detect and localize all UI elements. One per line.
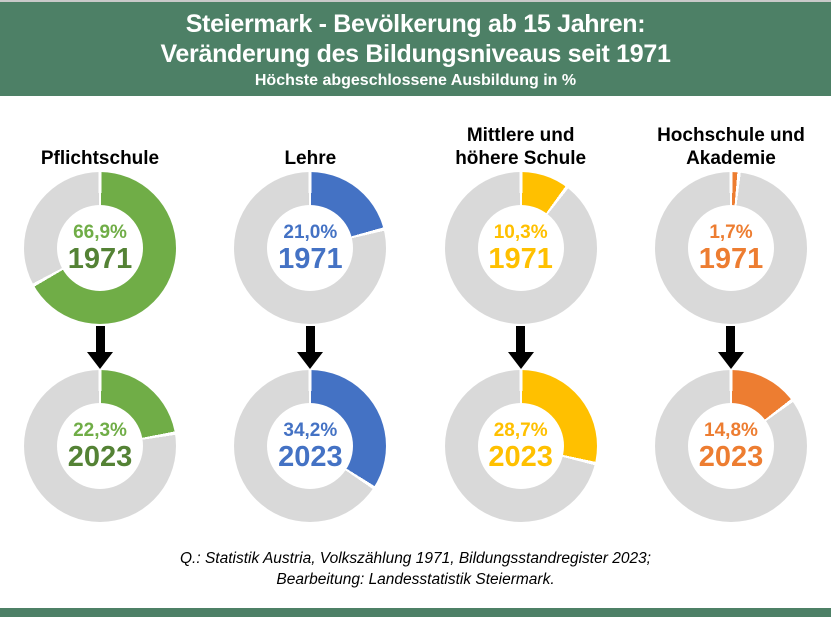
source-note: Q.: Statistik Austria, Volkszählung 1971…: [0, 548, 831, 590]
year-label-2023: 2023: [278, 440, 343, 473]
category-title-line1: Pflichtschule: [40, 148, 160, 169]
chart-column: Pflichtschule 66,9% 1971 22,3% 2023: [2, 120, 198, 522]
percent-label-2023: 14,8%: [704, 419, 758, 441]
donut-chart-1971: 66,9% 1971: [24, 172, 176, 324]
donut-hole: 10,3% 1971: [477, 205, 564, 291]
percent-label-2023: 34,2%: [283, 419, 338, 441]
donut-chart-2023: 34,2% 2023: [234, 370, 387, 522]
source-line1: Q.: Statistik Austria, Volkszählung 1971…: [179, 550, 651, 567]
category-title-line2: höhere Schule: [455, 148, 587, 169]
donut-hole: 1,7% 1971: [687, 205, 774, 291]
year-label-1971: 1971: [488, 242, 553, 275]
chart-title-line1: Steiermark - Bevölkerung ab 15 Jahren:: [185, 10, 646, 38]
donut-hole: 28,7% 2023: [477, 403, 564, 489]
percent-label-1971: 1,7%: [709, 221, 753, 243]
source-line2: Bearbeitung: Landesstatistik Steiermark.: [276, 571, 555, 588]
donut-chart-1971: 21,0% 1971: [234, 172, 387, 324]
category-title: Lehre: [284, 120, 336, 170]
percent-label-2023: 22,3%: [73, 419, 127, 441]
arrow-down-icon: [87, 324, 113, 370]
donut-chart-2023: 28,7% 2023: [444, 370, 597, 522]
donut-chart-2023: 14,8% 2023: [654, 370, 807, 522]
year-label-1971: 1971: [698, 242, 764, 275]
year-label-2023: 2023: [67, 440, 133, 473]
arrow-down-icon: [297, 324, 324, 370]
category-title: Hochschule und Akademie: [657, 120, 805, 170]
donut-chart-1971: 1,7% 1971: [654, 172, 807, 324]
category-title-line1: Lehre: [284, 148, 337, 169]
arrow-down-icon: [717, 324, 744, 370]
arrow-down-icon: [507, 324, 534, 370]
percent-label-1971: 21,0%: [283, 221, 338, 243]
donut-chart-1971: 10,3% 1971: [444, 172, 597, 324]
donut-hole: 34,2% 2023: [267, 403, 354, 489]
year-label-1971: 1971: [67, 242, 133, 275]
donut-columns: Pflichtschule 66,9% 1971 22,3% 2023: [0, 120, 831, 522]
donut-hole: 66,9% 1971: [57, 205, 143, 291]
category-title-line1: Hochschule und: [657, 125, 805, 146]
year-label-1971: 1971: [278, 242, 343, 275]
chart-column: Hochschule und Akademie 1,7% 1971 14,8% …: [633, 120, 829, 522]
category-title: Mittlere und höhere Schule: [455, 120, 586, 170]
chart-column: Mittlere und höhere Schule 10,3% 1971 28…: [423, 120, 619, 522]
year-label-2023: 2023: [698, 440, 764, 473]
donut-hole: 21,0% 1971: [267, 205, 354, 291]
category-title: Pflichtschule: [41, 120, 159, 170]
chart-header: Steiermark - Bevölkerung ab 15 Jahren: V…: [0, 0, 831, 96]
chart-subtitle: Höchste abgeschlossene Ausbildung in %: [254, 72, 577, 89]
bottom-accent-bar: [0, 608, 831, 617]
percent-label-2023: 28,7%: [493, 419, 548, 441]
donut-chart-2023: 22,3% 2023: [24, 370, 176, 522]
donut-hole: 14,8% 2023: [687, 403, 774, 489]
year-label-2023: 2023: [488, 440, 553, 473]
donut-hole: 22,3% 2023: [57, 403, 143, 489]
percent-label-1971: 66,9%: [73, 221, 127, 243]
category-title-line2: Akademie: [686, 148, 776, 169]
chart-column: Lehre 21,0% 1971 34,2% 2023: [212, 120, 408, 522]
category-title-line1: Mittlere und: [466, 125, 575, 146]
percent-label-1971: 10,3%: [493, 221, 548, 243]
chart-title-line2: Veränderung des Bildungsniveaus seit 197…: [160, 40, 671, 68]
